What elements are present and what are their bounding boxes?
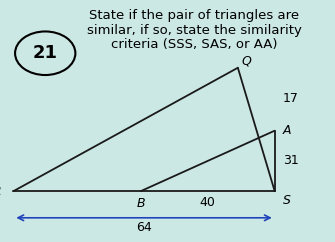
Text: 21: 21 [33, 44, 58, 62]
Text: criteria (SSS, SAS, or AA): criteria (SSS, SAS, or AA) [111, 38, 278, 51]
Text: 31: 31 [283, 154, 299, 167]
Text: similar, if so, state the similarity: similar, if so, state the similarity [87, 24, 302, 37]
Text: 40: 40 [200, 196, 216, 209]
Text: B: B [136, 197, 145, 210]
Text: 17: 17 [283, 91, 299, 105]
Text: State if the pair of triangles are: State if the pair of triangles are [89, 9, 299, 22]
Text: 64: 64 [136, 221, 152, 234]
Text: R: R [0, 185, 1, 198]
Text: S: S [282, 194, 290, 207]
Text: A: A [282, 124, 291, 137]
Text: Q: Q [241, 54, 251, 67]
